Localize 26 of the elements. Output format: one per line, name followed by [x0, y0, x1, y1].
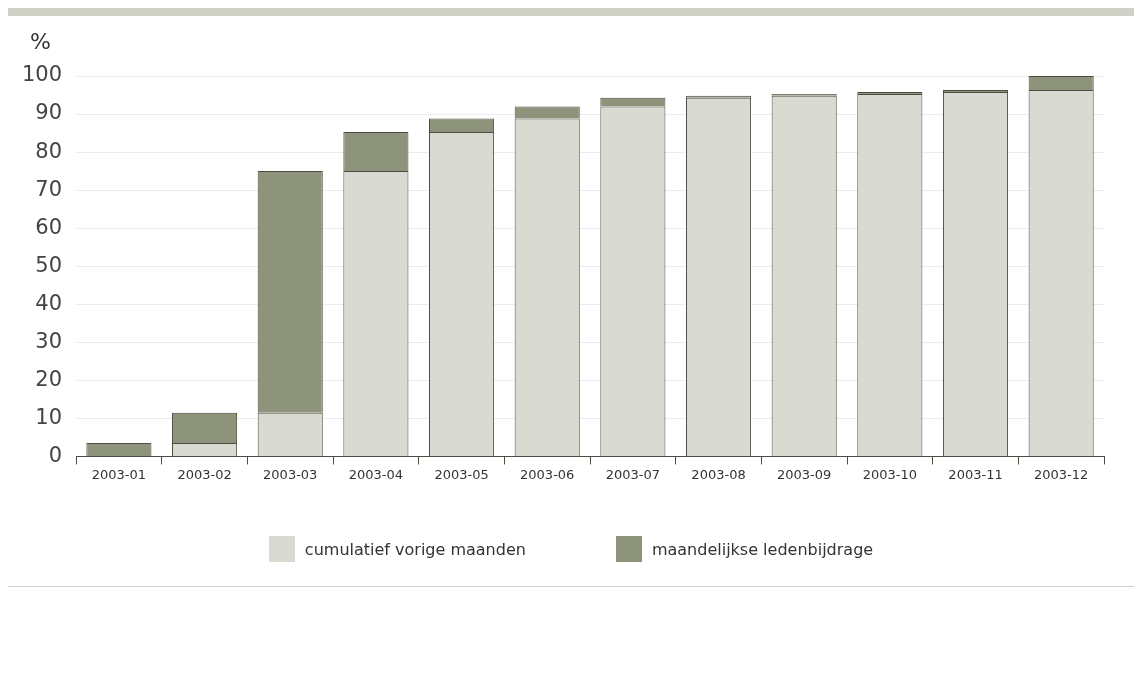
x-tick-label: 2003-05 — [434, 466, 489, 482]
legend-label: cumulatief vorige maanden — [304, 539, 526, 559]
x-tick-label: 2003-02 — [177, 466, 232, 482]
x-tick-label: 2003-09 — [777, 466, 832, 482]
y-tick-label: 0 — [48, 442, 63, 467]
x-tick-label: 2003-10 — [862, 466, 918, 482]
y-tick-label: 10 — [35, 404, 63, 429]
y-tick-label: 80 — [35, 138, 63, 163]
x-tick-label: 2003-06 — [520, 466, 575, 482]
y-axis-title: % — [30, 28, 51, 54]
y-tick-label: 20 — [35, 366, 63, 391]
x-tick-label: 2003-12 — [1034, 466, 1089, 482]
y-tick-label: 90 — [35, 100, 63, 125]
y-tick-label: 30 — [35, 328, 63, 353]
x-tick-label: 2003-03 — [263, 466, 318, 482]
y-tick-label: 50 — [35, 252, 63, 277]
y-tick-label: 100 — [21, 62, 63, 87]
x-tick-label: 2003-01 — [91, 466, 147, 482]
x-tick-label: 2003-11 — [948, 466, 1003, 482]
y-tick-label: 40 — [35, 290, 63, 315]
x-tick-label: 2003-08 — [691, 466, 746, 482]
x-tick-label: 2003-07 — [605, 466, 661, 482]
y-tick-label: 60 — [35, 214, 63, 239]
y-tick-label: 70 — [35, 176, 63, 201]
legend-label: maandelijkse ledenbijdrage — [651, 539, 874, 559]
x-tick-label: 2003-04 — [348, 466, 404, 482]
